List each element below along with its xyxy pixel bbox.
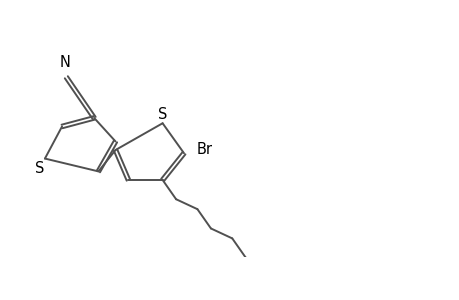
Text: S: S (35, 161, 44, 176)
Text: S: S (157, 107, 167, 122)
Text: Br: Br (196, 142, 213, 158)
Text: N: N (60, 55, 71, 70)
